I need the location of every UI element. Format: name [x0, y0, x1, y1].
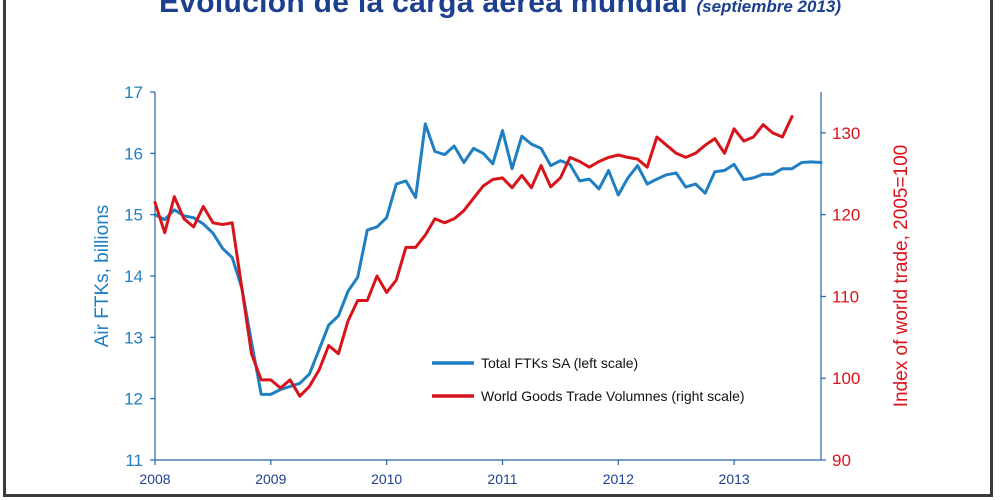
- right-tick-label: 90: [832, 451, 851, 470]
- x-tick-label: 2010: [371, 471, 402, 487]
- left-axis-label: Air FTKs, billions: [92, 205, 113, 348]
- left-tick-label: 14: [124, 267, 143, 286]
- right-tick-label: 100: [832, 369, 860, 388]
- right-tick-label: 130: [832, 124, 860, 143]
- left-tick-label: 13: [124, 328, 143, 347]
- title-subtitle: (septiembre 2013): [696, 0, 842, 16]
- legend-label-ftks: Total FTKs SA (left scale): [481, 355, 638, 371]
- left-tick-label: 15: [124, 206, 143, 225]
- right-tick-label: 120: [832, 206, 860, 225]
- left-tick-label: 17: [124, 83, 143, 102]
- left-tick-label: 12: [124, 390, 143, 409]
- series-line-trade: [153, 115, 794, 398]
- chart-title: Evolución de la carga aérea mundial (sep…: [0, 0, 1000, 20]
- x-tick-label: 2012: [603, 471, 634, 487]
- x-tick-label: 2008: [139, 471, 170, 487]
- legend-label-trade: World Goods Trade Volumnes (right scale): [481, 388, 745, 404]
- chart-frame: [3, 0, 993, 497]
- right-tick-label: 110: [832, 287, 859, 306]
- x-tick-label: 2009: [255, 471, 286, 487]
- left-tick-label: 11: [125, 451, 143, 470]
- series-line-ftks: [153, 122, 823, 396]
- left-tick-label: 16: [124, 144, 143, 163]
- right-axis-label: Index of world trade, 2005=100: [891, 145, 912, 408]
- x-tick-label: 2013: [719, 471, 750, 487]
- x-tick-label: 2011: [487, 471, 517, 487]
- title-main: Evolución de la carga aérea mundial: [158, 0, 688, 19]
